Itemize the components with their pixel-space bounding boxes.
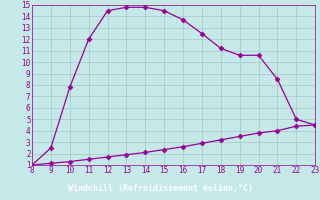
Text: Windchill (Refroidissement éolien,°C): Windchill (Refroidissement éolien,°C) xyxy=(68,184,252,193)
